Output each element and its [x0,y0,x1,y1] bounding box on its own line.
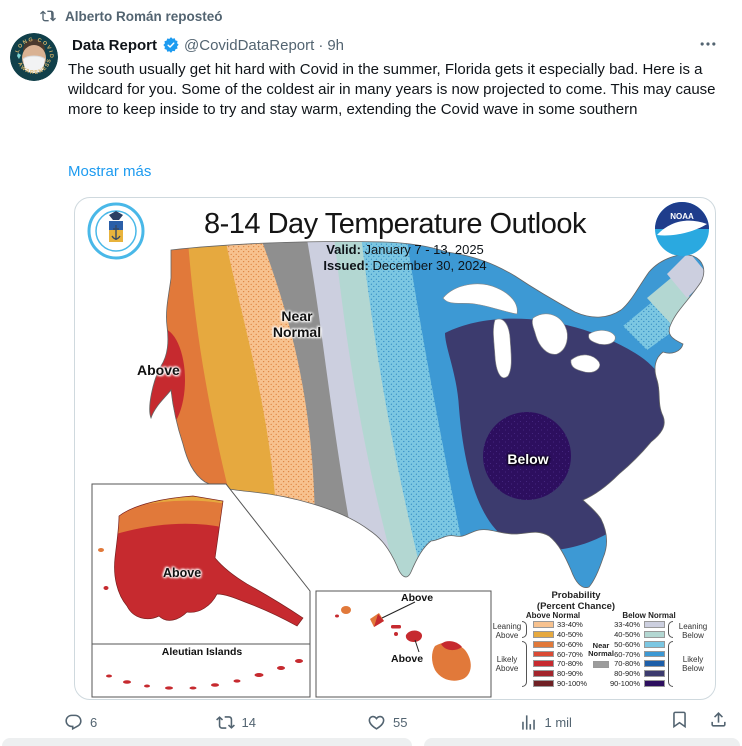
avatar-image: LONG COVID AWARENESS [10,33,58,81]
more-options-button[interactable] [698,34,718,54]
bookmark-button[interactable] [670,710,689,734]
legend-below-header: Below Normal [622,611,676,620]
repost-banner-text: Alberto Román reposteó [65,8,223,24]
tweet-text: The south usually get hit hard with Covi… [68,61,716,118]
legend-leaning-below: Leaning Below [678,622,708,640]
legend-range: 33-40% [614,620,640,629]
avatar[interactable]: LONG COVID AWARENESS [10,33,58,81]
map-title: 8-14 Day Temperature Outlook [203,208,587,240]
map-legend: Probability (Percent Chance) Above Norma… [491,582,715,699]
views-button[interactable]: 1 mil [519,713,671,732]
alaska-inset [91,483,311,698]
legend-above-header: Above Normal [525,611,581,620]
legend-range: 90-100% [609,679,640,688]
aleutian-islands [106,659,303,690]
reply-icon [65,714,82,730]
legend-leaning-above: Leaning Above [492,622,522,640]
user-handle[interactable]: @CovidDataReport [184,36,315,54]
share-button[interactable] [709,710,728,734]
legend-range: 80-90% [557,669,583,678]
legend-near-normal: Near Normal [588,641,614,658]
legend-range: 40-50% [614,630,640,639]
label-alaska-above: Above [163,566,202,580]
legend-range: 60-70% [614,649,640,659]
like-icon [368,715,385,730]
swatch-below-70-80 [644,660,665,667]
swatch-above-50-60 [533,641,554,648]
repost-button[interactable]: 14 [215,713,368,732]
map-graphic: NOAA [87,202,709,698]
display-name[interactable]: Data Report [72,36,158,54]
swatch-above-33-40 [533,621,554,628]
legend-range: 40-50% [557,630,583,639]
label-above-west: Above [137,362,180,378]
legend-likely-above: Likely Above [495,655,519,673]
legend-likely-below: Likely Below [682,655,704,673]
noaa-logo-icon: NOAA [655,202,709,256]
swatch-near-normal [593,661,609,668]
map-issued-line: Issued: December 30, 2024 [323,258,487,273]
repost-icon [215,715,235,729]
temperature-outlook-map[interactable]: NOAA 8-14 Day Temperature Outlook Valid:… [74,197,716,700]
label-aleutian-islands: Aleutian Islands [161,646,243,658]
swatch-below-60-70 [644,650,665,657]
legend-range: 70-80% [614,659,640,668]
analytics-icon [521,714,535,730]
legend-range: 50-60% [614,640,640,649]
reply-count: 6 [90,714,98,730]
swatch-below-90-100 [644,680,665,687]
swatch-above-60-70 [533,650,554,657]
legend-title: Probability [551,590,601,601]
map-valid-line: Valid: January 7 - 13, 2025 [326,242,484,257]
repost-icon [40,10,56,22]
legend-subtitle: (Percent Chance) [536,601,616,612]
swatch-above-90-100 [533,680,554,687]
svg-text:NOAA: NOAA [670,212,694,221]
commerce-seal-icon [87,202,145,260]
legend-range: 50-60% [557,640,583,649]
legend-range: 60-70% [557,649,583,659]
label-hawaii-above-2: Above [391,653,424,665]
repost-count: 14 [241,714,256,730]
share-icon [711,712,726,727]
swatch-above-70-80 [533,660,554,667]
great-lakes [442,283,616,378]
like-count: 55 [393,714,408,730]
legend-range: 33-40% [557,620,583,629]
swatch-above-80-90 [533,670,554,677]
action-bar: 6 14 55 1 mil [64,703,728,741]
legend-range: 70-80% [557,659,583,668]
tweet-header: Data Report @CovidDataReport · 9h [72,36,682,54]
swatch-below-50-60 [644,641,665,648]
swatch-above-40-50 [533,631,554,638]
action-right-group [670,710,728,734]
separator-dot: · [318,36,324,54]
timestamp[interactable]: 9h [327,36,344,54]
swatch-below-40-50 [644,631,665,638]
label-hawaii-above-1: Above [401,592,434,604]
reply-button[interactable]: 6 [64,713,216,732]
hawaii-inset [315,590,492,698]
swatch-below-80-90 [644,670,665,677]
verified-badge-icon [163,37,179,53]
view-count: 1 mil [544,714,572,730]
swatch-below-33-40 [644,621,665,628]
bookmark-icon [673,711,686,729]
next-content-edge-right [424,738,740,746]
repost-banner[interactable]: Alberto Román reposteó [40,8,223,24]
legend-range: 80-90% [614,669,640,678]
legend-range: 90-100% [557,679,588,688]
label-near-normal: Near Normal [272,308,322,340]
label-below: Below [507,451,549,467]
show-more-link[interactable]: Mostrar más [68,163,152,180]
next-content-edge-left [2,738,412,746]
like-button[interactable]: 55 [367,713,519,732]
